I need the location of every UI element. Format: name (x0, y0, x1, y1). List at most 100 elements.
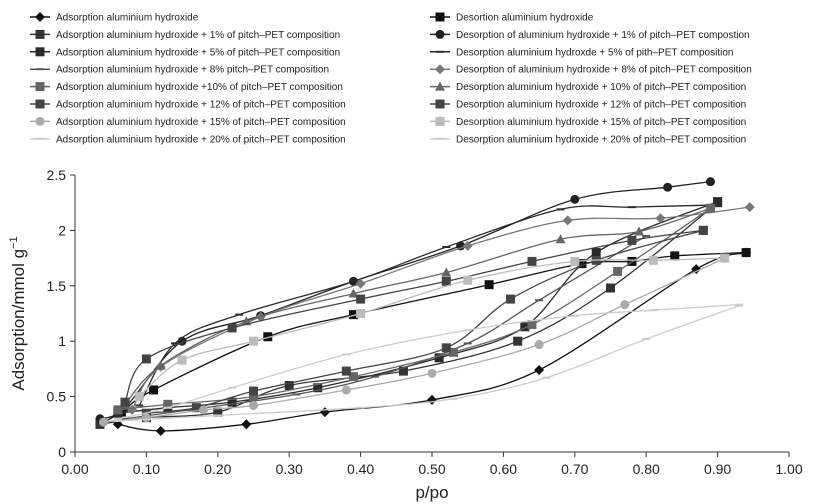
data-point (620, 300, 630, 310)
legend-label: Adsorption aluminium hydroxide +10% of p… (56, 82, 343, 93)
data-point (713, 197, 723, 207)
x-tick-label: 0.80 (633, 461, 660, 477)
data-point (448, 347, 458, 357)
data-point (648, 255, 658, 265)
series-line (103, 257, 725, 423)
data-point (506, 294, 516, 304)
legend-marker (435, 64, 445, 75)
data-point (348, 288, 359, 298)
data-point (313, 383, 323, 393)
desorption-legend-entry: Desorption aluminium hydroxide + 15% of … (430, 116, 746, 128)
data-point (348, 372, 358, 382)
desorption-series (134, 253, 730, 402)
data-point (642, 337, 651, 340)
data-point (655, 213, 666, 224)
x-ticks: 0.00 0.10 0.20 0.30 0.40 0.50 0.60 0.70 0.80 0.90… (61, 452, 803, 477)
data-point (642, 234, 651, 237)
data-point (342, 353, 351, 356)
data-point (449, 397, 458, 400)
data-point (463, 329, 472, 332)
data-point (398, 366, 408, 376)
legend-label: Desorption aluminium hydroxide + 15% of … (456, 117, 746, 128)
adsorption-legend-entry: Adsorption aluminium hydroxide +10% of p… (30, 82, 343, 93)
axes: 0.00 0.10 0.20 0.30 0.40 0.50 0.60 0.70 0.80 0.90… (47, 167, 803, 477)
desorption-legend-entry: Desorption aluminium hydroxide + 20% of … (430, 134, 746, 145)
data-point (570, 194, 580, 204)
legend-marker (35, 99, 45, 109)
adsorption-series (113, 197, 723, 418)
data-point (744, 202, 755, 213)
data-point (249, 392, 258, 402)
legend-marker (35, 47, 45, 57)
adsorption-series (113, 304, 744, 422)
data-point (191, 403, 201, 413)
series-line (138, 257, 725, 398)
desorption-legend-entry: Desorption aluminium hydroxide + 10% of … (430, 81, 746, 93)
data-point (241, 419, 252, 430)
legend-label: Adsorption aluminium hydroxide + 15% of … (56, 117, 346, 128)
legend-marker (435, 29, 445, 39)
data-point (741, 248, 751, 258)
data-point (185, 408, 194, 411)
desorption-series (127, 202, 755, 415)
legend-label: Desorption aluminium hydroxide + 20% of … (456, 134, 746, 145)
data-point (484, 280, 494, 290)
desorption-series (135, 203, 722, 407)
data-point (199, 405, 209, 415)
data-point (155, 425, 166, 436)
data-point (249, 386, 258, 396)
adsorption-legend-entry: Adsorption aluminium hydroxide + 12% of … (30, 99, 346, 111)
series-line (99, 202, 719, 425)
data-point (556, 208, 565, 211)
y-tick-label: 0.5 (47, 389, 67, 405)
data-point (555, 234, 566, 244)
data-point (370, 375, 379, 378)
series-line (99, 181, 711, 420)
y-tick-label: 2.5 (47, 167, 67, 183)
data-point (120, 417, 129, 420)
x-tick-label: 0.90 (704, 461, 731, 477)
legend-label: Adsorption aluminium hydroxide + 5% of p… (56, 47, 340, 58)
data-point (535, 299, 544, 302)
adsorption-legend-entry: Adsorption aluminium hydroxide + 5% of p… (30, 47, 340, 58)
desorption-series (95, 177, 715, 424)
data-point (427, 394, 437, 405)
legend-label: Desorption of aluminium hydroxide + 8% o… (456, 65, 752, 76)
data-point (649, 309, 658, 312)
data-point (99, 417, 109, 427)
desorption-series (113, 303, 744, 420)
data-point (570, 314, 579, 317)
data-point (355, 278, 366, 289)
y-tick-label: 0 (58, 444, 66, 460)
data-point (434, 353, 444, 363)
legend-marker (35, 12, 45, 22)
series-line (138, 204, 718, 406)
y-ticks: 0 0.5 1 1.5 2 2.5 (47, 167, 75, 460)
y-axis-title: Adsorption/mmol g−1 (8, 236, 28, 390)
data-point (135, 404, 144, 407)
data-point (134, 392, 144, 402)
legend-label: Desorption of aluminium hydroxide + 1% o… (456, 30, 750, 41)
data-point (513, 336, 523, 346)
data-point (113, 405, 123, 415)
y-tick-label: 1 (58, 333, 66, 349)
data-point (606, 283, 615, 293)
desorption-series (120, 225, 708, 407)
legend-label: Adsorption aluminium hydroxide + 8% pitc… (56, 65, 329, 76)
legend-label: Adsorption aluminium hydroxide + 1% of p… (56, 30, 340, 41)
legend-label: Desorption aluminium hydroxide + 10% of … (456, 82, 746, 93)
data-point (441, 267, 452, 277)
data-point (441, 343, 451, 353)
x-tick-label: 0.50 (418, 461, 445, 477)
data-point (735, 303, 744, 306)
legend-label: Desorption aluminium hydroxide + 12% of … (456, 100, 746, 111)
legend-marker (35, 29, 45, 39)
legend-marker (436, 137, 444, 140)
desorption-legend-entry: Desorption aluminium hydroxde + 5% of pi… (430, 47, 733, 58)
y-tick-label: 2 (58, 222, 66, 238)
data-point (149, 385, 159, 395)
legend-marker (35, 82, 45, 92)
adsorption-legend-entry: Adsorption aluminium hydroxide (30, 12, 199, 24)
data-point (163, 406, 172, 409)
